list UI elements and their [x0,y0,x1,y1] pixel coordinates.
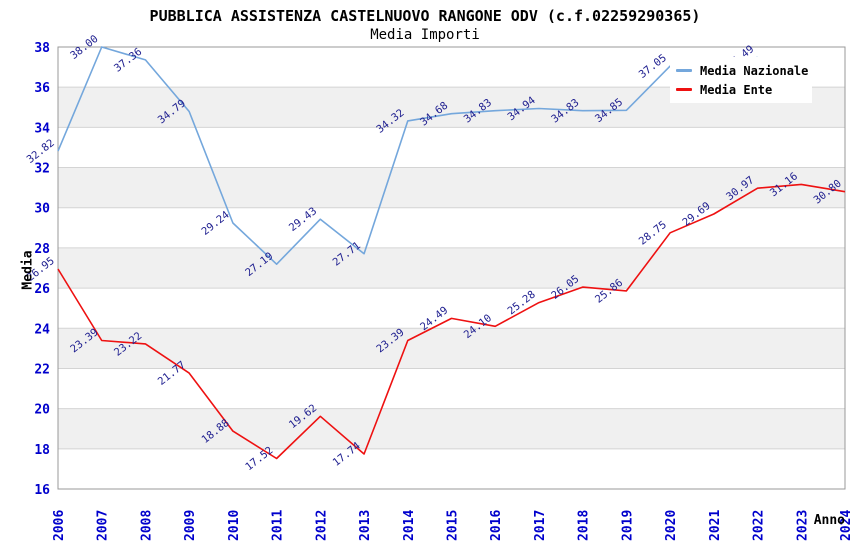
x-tick-label: 2022 [752,510,767,541]
x-tick-label: 2021 [708,510,723,541]
x-tick-label: 2014 [402,510,417,541]
y-tick-label: 16 [34,483,50,498]
x-tick-label: 2013 [358,510,373,541]
x-tick-label: 2024 [839,510,850,541]
y-tick-label: 20 [34,403,50,418]
data-point-label: 29.24 [199,209,231,238]
y-tick-label: 26 [34,282,50,297]
y-tick-label: 24 [34,322,50,337]
x-tick-label: 2009 [183,510,198,541]
y-tick-label: 32 [34,162,50,177]
x-tick-label: 2012 [314,510,329,541]
plot-border [57,46,846,490]
data-point-label: 37.05 [637,52,669,81]
y-tick-label: 22 [34,362,50,377]
x-axis-title: Anno [813,513,845,528]
chart-title: PUBBLICA ASSISTENZA CASTELNUOVO RANGONE … [149,7,701,25]
media-nazionale-line-swatch [676,69,692,72]
legend-box: Media Nazionale Media Ente [670,57,812,103]
y-tick-label: 34 [34,121,50,136]
x-tick-label: 2019 [620,510,635,541]
x-tick-label: 2008 [139,510,154,541]
y-tick-label: 30 [34,202,50,217]
x-tick-label: 2017 [533,510,548,541]
x-tick-label: 2020 [664,510,679,541]
media-nazionale-line [57,46,758,266]
grid-stripe [58,247,845,289]
x-tick-label: 2018 [577,510,592,541]
y-axis-title: Media [20,250,36,290]
x-tick-label: 2006 [52,510,67,541]
data-point-label: 37.36 [112,46,144,75]
media-ente-line [57,183,846,460]
data-point-label: 28.75 [637,219,669,248]
y-tick-label: 28 [34,242,50,257]
y-tick-label: 36 [34,81,50,96]
y-tick-label: 38 [34,41,50,56]
x-tick-label: 2007 [96,510,111,541]
grid-stripe [58,408,845,449]
data-point-label: 29.43 [287,205,319,234]
x-tick-label: 2023 [795,510,810,541]
legend-label: Media Nazionale [700,63,809,78]
grid-stripe [58,167,845,208]
data-point-label: 25.28 [505,288,537,317]
x-tick-label: 2010 [227,510,242,541]
x-tick-label: 2015 [446,510,461,541]
legend-item-media-nazionale: Media Nazionale [676,64,812,78]
legend-item-media-ente: Media Ente [676,83,812,97]
legend-label: Media Ente [700,82,773,97]
grid-stripe [58,328,845,369]
media-ente-line-swatch [676,88,692,91]
y-tick-label: 18 [34,443,50,458]
x-tick-label: 2016 [489,510,504,541]
chart-subtitle: Media Importi [370,27,480,43]
x-tick-label: 2011 [271,510,286,541]
